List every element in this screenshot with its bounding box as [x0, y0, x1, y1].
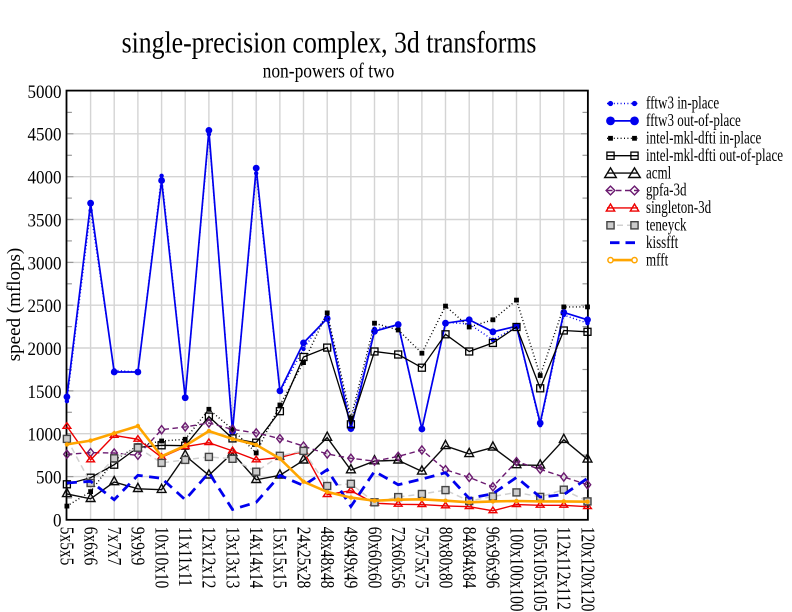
svg-text:80x80x80: 80x80x80: [435, 527, 457, 589]
svg-text:72x60x56: 72x60x56: [388, 527, 410, 589]
svg-text:49x49x49: 49x49x49: [340, 527, 362, 589]
svg-text:0: 0: [53, 511, 62, 531]
svg-text:11x11x11: 11x11x11: [175, 527, 197, 587]
svg-text:3000: 3000: [28, 254, 62, 274]
svg-text:96x96x96: 96x96x96: [482, 527, 504, 589]
svg-text:non-powers of two: non-powers of two: [263, 58, 395, 82]
svg-text:48x48x48: 48x48x48: [317, 527, 339, 589]
svg-text:teneyck: teneyck: [646, 215, 687, 235]
svg-text:100x100x100: 100x100x100: [506, 527, 528, 612]
svg-text:1500: 1500: [28, 383, 62, 403]
svg-text:6x6x6: 6x6x6: [80, 527, 102, 566]
svg-text:singleton-3d: singleton-3d: [646, 197, 711, 217]
svg-text:500: 500: [36, 469, 62, 489]
svg-text:speed (mflops): speed (mflops): [4, 248, 25, 361]
svg-text:1000: 1000: [28, 426, 62, 446]
svg-text:10x10x10: 10x10x10: [151, 527, 173, 589]
svg-text:15x15x15: 15x15x15: [269, 527, 291, 589]
svg-text:105x105x105: 105x105x105: [530, 527, 552, 612]
svg-text:13x13x13: 13x13x13: [222, 527, 244, 589]
svg-text:4000: 4000: [28, 169, 62, 189]
svg-text:5x5x5: 5x5x5: [56, 527, 78, 566]
svg-text:4500: 4500: [28, 126, 62, 146]
svg-text:mfft: mfft: [646, 249, 668, 269]
svg-text:2000: 2000: [28, 340, 62, 360]
svg-text:intel-mkl-dfti out-of-place: intel-mkl-dfti out-of-place: [646, 145, 783, 165]
svg-text:75x75x75: 75x75x75: [411, 527, 433, 589]
svg-text:kissfft: kissfft: [646, 232, 678, 252]
svg-text:9x9x9: 9x9x9: [127, 527, 149, 566]
svg-text:intel-mkl-dfti in-place: intel-mkl-dfti in-place: [646, 128, 761, 148]
svg-text:60x60x60: 60x60x60: [364, 527, 386, 589]
svg-text:gpfa-3d: gpfa-3d: [646, 180, 687, 200]
svg-text:5000: 5000: [28, 83, 62, 103]
svg-text:84x84x84: 84x84x84: [459, 527, 481, 589]
svg-text:3500: 3500: [28, 211, 62, 231]
svg-text:fftw3 out-of-place: fftw3 out-of-place: [646, 110, 741, 130]
svg-text:12x12x12: 12x12x12: [198, 527, 220, 589]
svg-text:120x120x120: 120x120x120: [577, 527, 599, 612]
svg-text:112x112x112: 112x112x112: [553, 527, 575, 610]
svg-text:7x7x7: 7x7x7: [104, 527, 126, 566]
svg-text:fftw3 in-place: fftw3 in-place: [646, 93, 719, 113]
svg-text:single-precision complex, 3d t: single-precision complex, 3d transforms: [122, 24, 537, 59]
svg-text:24x25x28: 24x25x28: [293, 527, 315, 589]
svg-text:acml: acml: [646, 162, 671, 182]
svg-text:2500: 2500: [28, 297, 62, 317]
svg-text:14x14x14: 14x14x14: [246, 527, 268, 589]
